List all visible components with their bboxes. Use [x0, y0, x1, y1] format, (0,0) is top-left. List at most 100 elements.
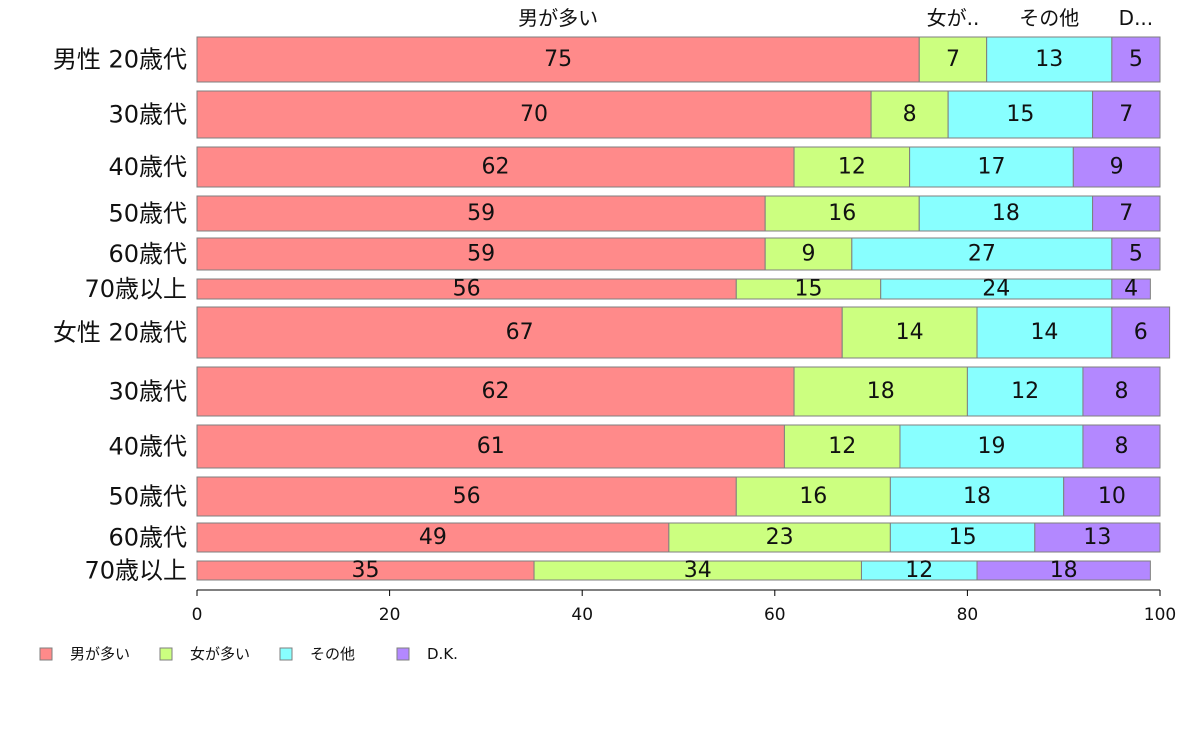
column-header: その他: [1019, 6, 1079, 30]
bar-segment: [1082, 424, 1161, 469]
bar-segment: [1111, 306, 1171, 359]
data-label: 18: [1050, 558, 1078, 583]
bar-segment: [947, 90, 1094, 139]
legend-item: 男が多い: [39, 645, 130, 663]
data-label: 18: [867, 379, 895, 404]
legend-item: D.K.: [396, 645, 458, 663]
data-label: 23: [766, 525, 794, 550]
bar-segment: [196, 424, 785, 469]
legend: 男が多い 女が多い その他 D.K.: [39, 645, 458, 663]
data-label: 12: [828, 434, 856, 459]
data-label: 5: [1129, 242, 1143, 267]
legend-swatch: [39, 647, 53, 661]
bar-segment: [976, 306, 1113, 359]
bar-segment: [1072, 146, 1161, 188]
bar-row: 59 9 27 5: [196, 237, 1161, 271]
bar-segment: [793, 146, 911, 188]
bar-row: 62 12 17 9: [196, 146, 1161, 188]
data-label: 12: [1011, 379, 1039, 404]
bar-segment: [764, 195, 920, 232]
legend-swatch: [159, 647, 173, 661]
data-label: 9: [802, 242, 816, 267]
legend-label: その他: [310, 645, 355, 663]
data-label: 16: [828, 201, 856, 226]
data-label: 12: [838, 155, 866, 180]
data-label: 8: [903, 102, 917, 127]
bar-segment: [841, 306, 978, 359]
bar-segment: [870, 90, 949, 139]
data-label: 59: [467, 201, 495, 226]
row-label: 50歳代: [108, 200, 187, 228]
row-label: 男性 20歳代: [53, 46, 187, 74]
bar-row: 70 8 15 7: [196, 90, 1161, 139]
legend-swatch: [279, 647, 293, 661]
bar-segment: [764, 237, 853, 271]
data-label: 15: [795, 277, 823, 302]
bar-segment: [196, 146, 795, 188]
data-label: 70: [520, 102, 548, 127]
bar-segment: [793, 366, 968, 417]
x-tick-label: 60: [764, 605, 786, 625]
bar-row: 56 15 24 4: [196, 277, 1151, 302]
data-label: 13: [1035, 47, 1063, 72]
data-label: 61: [477, 434, 505, 459]
data-label: 62: [482, 155, 510, 180]
data-label: 24: [982, 277, 1010, 302]
bar-segment: [196, 476, 737, 517]
bar-segment: [1063, 476, 1161, 517]
data-label: 75: [544, 47, 572, 72]
bar-segment: [889, 476, 1065, 517]
data-label: 13: [1083, 525, 1111, 550]
data-label: 5: [1129, 47, 1143, 72]
data-label: 15: [1006, 102, 1034, 127]
data-label: 56: [453, 277, 481, 302]
data-label: 10: [1098, 484, 1126, 509]
bar-row: 56 16 18 10: [196, 476, 1161, 517]
row-label: 30歳代: [108, 101, 187, 129]
bar-segment: [1092, 90, 1161, 139]
data-label: 18: [992, 201, 1020, 226]
legend-label: D.K.: [427, 645, 458, 663]
row-label: 40歳代: [108, 153, 187, 181]
bar-segment: [783, 424, 901, 469]
bar-segment: [668, 522, 891, 553]
bar-segment: [196, 90, 872, 139]
data-label: 15: [949, 525, 977, 550]
bar-segment: [196, 237, 766, 271]
bar-segment: [1111, 237, 1161, 271]
row-label: 70歳以上: [84, 275, 187, 303]
bar-segment: [196, 306, 843, 359]
legend-label: 女が多い: [190, 645, 250, 663]
bar-segment: [918, 36, 988, 83]
legend-label: 男が多い: [70, 645, 130, 663]
bar-row: 75 7 13 5: [196, 36, 1161, 83]
data-label: 14: [1030, 320, 1058, 345]
data-label: 34: [684, 558, 712, 583]
data-label: 19: [977, 434, 1005, 459]
x-tick-label: 100: [1144, 605, 1176, 625]
x-tick-label: 20: [379, 605, 401, 625]
bar-row: 35 34 12 18: [196, 558, 1151, 583]
data-label: 9: [1110, 155, 1124, 180]
x-tick-label: 40: [571, 605, 593, 625]
data-label: 7: [1119, 201, 1133, 226]
data-label: 6: [1134, 320, 1148, 345]
data-label: 7: [1119, 102, 1133, 127]
bar-row: 49 23 15 13: [196, 522, 1161, 553]
legend-item: その他: [279, 645, 355, 663]
bar-segment: [1034, 522, 1161, 553]
data-label: 27: [968, 242, 996, 267]
data-label: 56: [453, 484, 481, 509]
bar-row: 61 12 19 8: [196, 424, 1161, 469]
bar-segment: [1111, 278, 1151, 300]
data-label: 7: [946, 47, 960, 72]
data-label: 12: [905, 558, 933, 583]
row-label: 70歳以上: [84, 557, 187, 585]
row-label: 40歳代: [108, 433, 187, 461]
bar-segment: [851, 237, 1113, 271]
data-label: 4: [1124, 277, 1138, 302]
column-header: 女が..: [927, 6, 980, 30]
data-label: 62: [482, 379, 510, 404]
